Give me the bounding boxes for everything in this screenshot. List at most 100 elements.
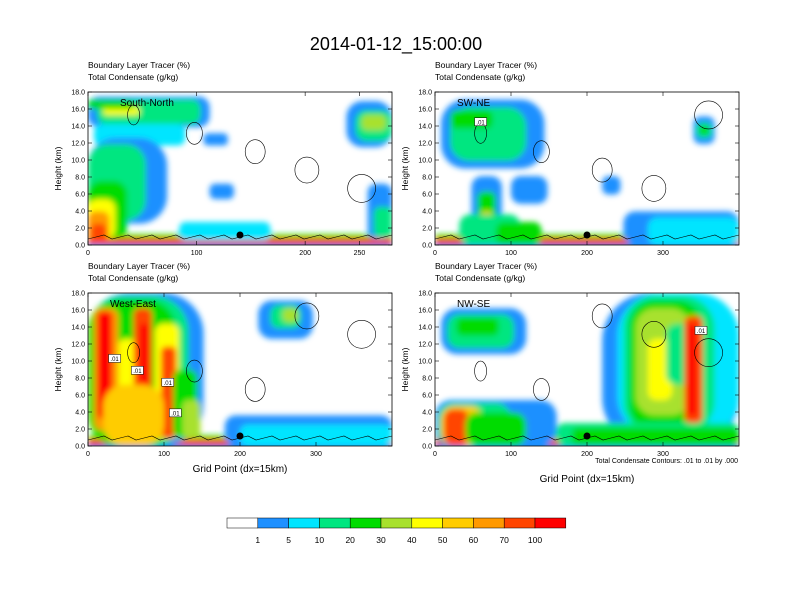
contour-line — [294, 156, 320, 184]
y-tick-label: 14.0 — [418, 124, 432, 131]
panel-title-tracer: Boundary Layer Tracer (%) — [88, 60, 190, 70]
field-region — [203, 133, 228, 146]
contour-label-box — [169, 408, 182, 418]
contour-line — [591, 157, 613, 183]
y-tick-label: 10.0 — [418, 158, 432, 165]
y-tick-label: 16.0 — [71, 308, 85, 315]
colorbar-swatch — [319, 517, 351, 529]
contour-line — [127, 104, 140, 126]
figure-title: 2014-01-12_15:00:00 — [310, 34, 482, 55]
y-tick-label: 0.0 — [75, 444, 85, 451]
y-tick-label: 6.0 — [422, 192, 432, 199]
panel-title-condensate: Total Condensate (g/kg) — [435, 273, 525, 283]
contour-line — [186, 359, 203, 383]
contour-label-box — [694, 326, 708, 335]
contour-label-box — [108, 354, 121, 363]
x-tick-label: 200 — [234, 451, 246, 458]
contour-line — [474, 360, 487, 382]
tracer-field: .01 — [435, 92, 739, 245]
y-tick-label: 8.0 — [422, 175, 432, 182]
contour-label: .01 — [697, 329, 706, 335]
contour-label-box — [161, 378, 175, 387]
field-region — [699, 125, 709, 135]
field-region — [103, 384, 164, 446]
y-tick-label: 14.0 — [418, 325, 432, 332]
y-tick-label: 10.0 — [71, 359, 85, 366]
field-region — [444, 409, 469, 446]
colorbar-label: 5 — [286, 535, 291, 545]
field-region — [209, 183, 234, 200]
y-tick-label: 16.0 — [71, 107, 85, 114]
y-tick-label: 2.0 — [422, 427, 432, 434]
field-region — [687, 323, 697, 416]
x-tick-label: 200 — [581, 250, 593, 257]
tracer-field: .01 — [435, 293, 739, 446]
y-tick-label: 16.0 — [418, 107, 432, 114]
panel-sw-ne: Boundary Layer Tracer (%) Total Condensat… — [400, 60, 740, 257]
field-region — [373, 206, 392, 238]
y-tick-label: 6.0 — [422, 393, 432, 400]
y-tick-label: 8.0 — [422, 376, 432, 383]
y-tick-label: 0.0 — [422, 243, 432, 250]
contour-line — [347, 174, 376, 203]
colorbar-label: 70 — [499, 535, 509, 545]
y-axis-label: Height (km) — [53, 146, 63, 190]
panel-west-east: Boundary Layer Tracer (%) Total Condensat… — [53, 261, 393, 475]
x-tick-label: 300 — [657, 451, 669, 458]
x-tick-label: 0 — [86, 451, 90, 458]
y-tick-label: 6.0 — [75, 192, 85, 199]
contour-label-box — [474, 117, 487, 126]
field-region — [465, 412, 527, 446]
field-region — [97, 311, 113, 419]
field-region — [179, 222, 271, 241]
location-marker — [583, 432, 591, 440]
y-tick-label: 16.0 — [418, 308, 432, 315]
x-tick-label: 300 — [310, 451, 322, 458]
x-axis-label: Grid Point (dx=15km) — [193, 464, 288, 475]
y-tick-label: 4.0 — [75, 410, 85, 417]
colorbar-legend: 1 5 10 20 30 40 50 60 70 100 — [226, 517, 567, 545]
field-region — [88, 99, 134, 109]
field-region — [88, 241, 392, 245]
y-tick-label: 18.0 — [418, 291, 432, 298]
contour-line — [347, 320, 376, 349]
panel-title-tracer: Boundary Layer Tracer (%) — [88, 261, 190, 271]
colorbar-swatch — [411, 517, 443, 529]
panel-title-condensate: Total Condensate (g/kg) — [88, 273, 178, 283]
x-tick-label: 100 — [191, 250, 203, 257]
panel-south-north: Boundary Layer Tracer (%) Total Condensat… — [53, 60, 393, 257]
tracer-field: .01 .01 .01 .01 — [88, 293, 392, 446]
y-tick-label: 2.0 — [422, 226, 432, 233]
y-tick-label: 12.0 — [71, 342, 85, 349]
colorbar-swatch — [503, 517, 536, 529]
field-region — [103, 107, 140, 115]
field-region — [182, 400, 201, 439]
contour-line — [694, 100, 723, 130]
contour-line — [127, 342, 140, 363]
colorbar-label: 1 — [255, 535, 260, 545]
x-tick-label: 200 — [299, 250, 311, 257]
contour-label: .01 — [171, 411, 180, 417]
x-tick-label: 250 — [354, 250, 366, 257]
y-axis-label: Height (km) — [400, 146, 410, 190]
y-tick-label: 14.0 — [71, 325, 85, 332]
field-region — [361, 114, 386, 131]
y-tick-label: 0.0 — [422, 444, 432, 451]
colorbar-label: 40 — [407, 535, 417, 545]
y-tick-label: 6.0 — [75, 393, 85, 400]
x-tick-label: 0 — [433, 451, 437, 458]
y-axis-label: Height (km) — [400, 347, 410, 391]
x-axis-label: Grid Point (dx=15km) — [540, 474, 635, 485]
contour-line — [641, 175, 667, 202]
colorbar-label: 20 — [345, 535, 355, 545]
contour-line — [694, 338, 723, 367]
y-tick-label: 0.0 — [75, 243, 85, 250]
panel-title-tracer: Boundary Layer Tracer (%) — [435, 60, 537, 70]
colorbar-swatch — [534, 517, 567, 529]
contour-line — [186, 122, 203, 145]
y-tick-label: 4.0 — [422, 410, 432, 417]
colorbar-label: 30 — [376, 535, 386, 545]
colorbar-swatch — [349, 517, 382, 529]
y-axis-label: Height (km) — [53, 347, 63, 391]
